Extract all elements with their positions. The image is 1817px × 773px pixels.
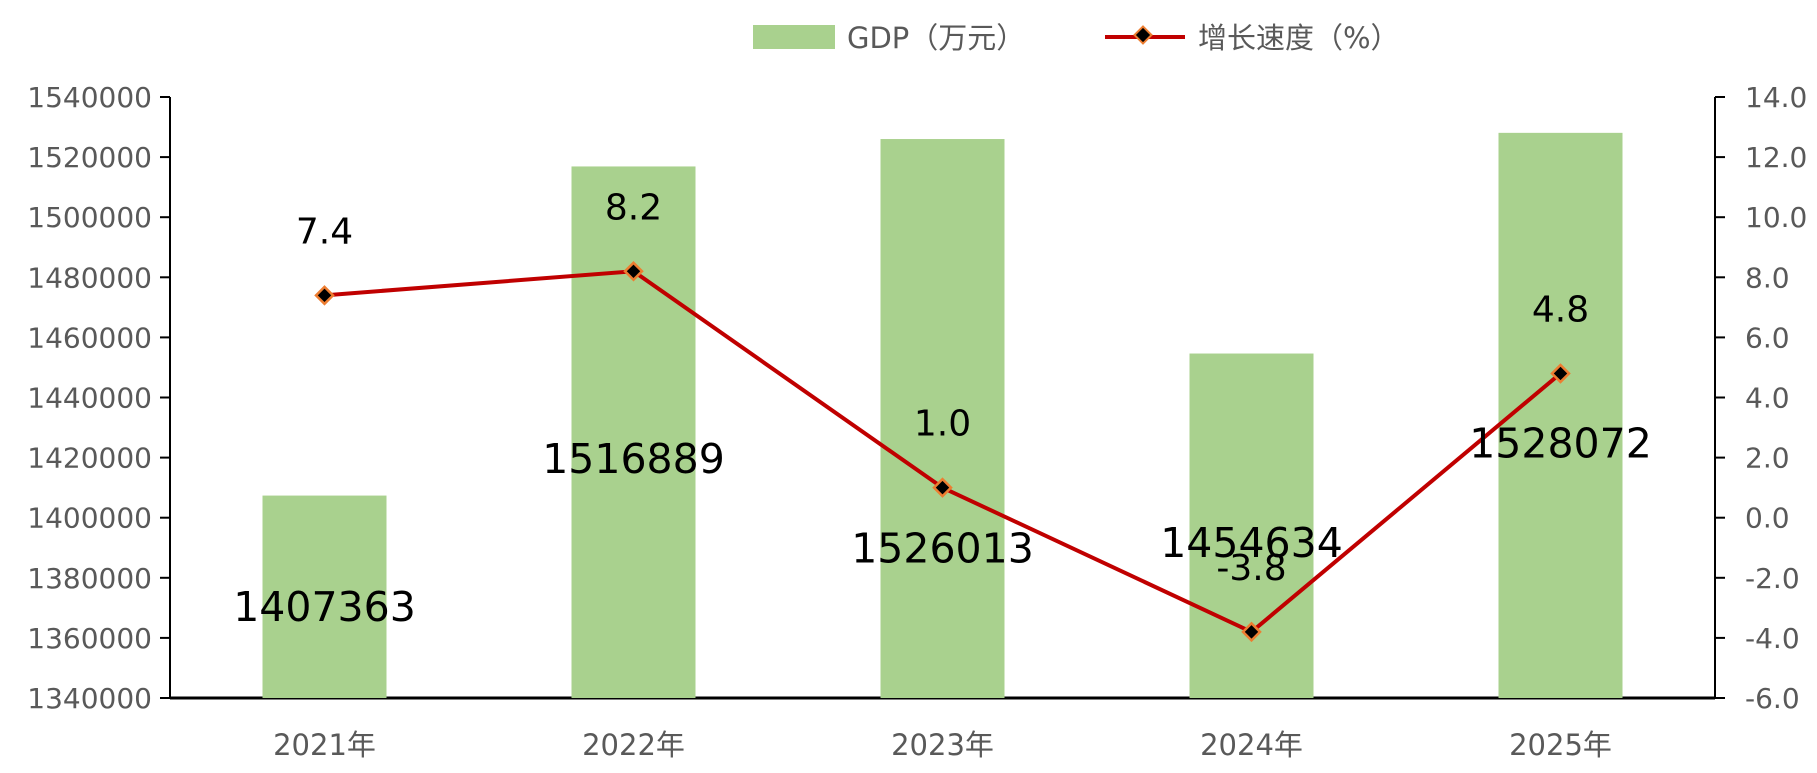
y-right-tick-label: 4.0 — [1745, 382, 1790, 415]
y-left-tick-label: 1440000 — [27, 382, 152, 415]
gdp-bar — [880, 139, 1005, 698]
y-left-tick-label: 1540000 — [27, 81, 152, 114]
y-left-tick-label: 1380000 — [27, 562, 152, 595]
axes: 1340000 1360000 1380000 1400000 1420000 14400… — [27, 81, 1807, 762]
x-tick-label: 2025年 — [1509, 728, 1612, 762]
y-left-tick-label: 1480000 — [27, 261, 152, 294]
x-tick-label: 2021年 — [273, 728, 376, 762]
growth-value-label: 7.4 — [296, 211, 353, 252]
y-right-tick-label: -2.0 — [1745, 562, 1800, 595]
y-right-tick-label: 14.0 — [1745, 81, 1807, 114]
x-tick-label: 2024年 — [1200, 728, 1303, 762]
y-left-tick-label: 1360000 — [27, 622, 152, 655]
gdp-value-label: 1454634 — [1160, 519, 1343, 567]
growth-value-label: -3.8 — [1216, 548, 1286, 589]
gdp-value-label: 1526013 — [851, 525, 1034, 573]
y-right-tick-label: 0.0 — [1745, 502, 1790, 535]
growth-point-marker — [932, 477, 953, 498]
y-right-tick-label: 2.0 — [1745, 442, 1790, 475]
growth-point-marker — [314, 285, 335, 306]
y-left-tick-label: 1460000 — [27, 321, 152, 354]
y-left-tick-label: 1340000 — [27, 682, 152, 715]
growth-value-label: 4.8 — [1532, 289, 1589, 330]
legend-bar-label: GDP（万元） — [847, 21, 1025, 55]
growth-line — [314, 261, 1571, 643]
growth-point-marker — [623, 261, 644, 282]
y-right-tick-label: 10.0 — [1745, 201, 1807, 234]
y-right-tick-label: -4.0 — [1745, 622, 1800, 655]
gdp-bar — [1498, 132, 1623, 699]
x-tick-label: 2022年 — [582, 728, 685, 762]
legend-line-marker — [1133, 25, 1153, 45]
gdp-bar — [262, 495, 387, 698]
y-left-tick-label: 1520000 — [27, 141, 152, 174]
y-left-tick-label: 1400000 — [27, 502, 152, 535]
y-right-tick-label: 8.0 — [1745, 261, 1790, 294]
growth-point-marker — [1241, 621, 1262, 643]
gdp-bar — [571, 166, 696, 698]
y-left-tick-label: 1500000 — [27, 201, 152, 234]
growth-point-marker — [1550, 363, 1571, 384]
gdp-value-label: 1407363 — [233, 583, 416, 631]
bars — [262, 132, 1623, 699]
legend-bar-swatch — [753, 25, 835, 49]
data-labels: 1407363 1516889 1526013 1454634 1528072 7.4 8.… — [233, 187, 1652, 631]
legend: GDP（万元） 增长速度（%） — [753, 21, 1400, 55]
y-right-tick-label: 12.0 — [1745, 141, 1807, 174]
gdp-value-label: 1528072 — [1469, 420, 1652, 468]
legend-line-label: 增长速度（%） — [1198, 21, 1400, 55]
y-left-tick-label: 1420000 — [27, 442, 152, 475]
y-right-tick-label: 6.0 — [1745, 321, 1790, 354]
gdp-value-label: 1516889 — [542, 435, 725, 483]
y-right-tick-label: -6.0 — [1745, 682, 1800, 715]
growth-value-label: 1.0 — [914, 404, 971, 445]
x-tick-label: 2023年 — [891, 728, 994, 762]
growth-value-label: 8.2 — [605, 187, 662, 228]
